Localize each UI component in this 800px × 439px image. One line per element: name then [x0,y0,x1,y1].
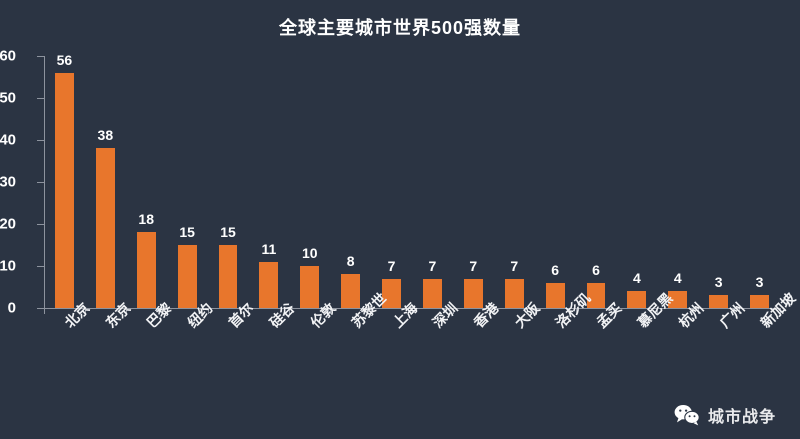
y-axis-tick-label: 20 [0,215,16,233]
bar [668,291,688,308]
bar [218,245,238,308]
bar-value-label: 4 [632,270,641,287]
x-axis-tick [84,308,86,314]
x-axis-tick [452,308,454,314]
y-axis-tick-label: 10 [0,257,16,275]
y-axis-tick-label: 60 [0,47,16,65]
x-axis-tick [248,308,250,314]
y-axis-tick-label: 40 [0,131,16,149]
x-axis-tick [534,308,536,314]
y-axis-tick [37,224,44,225]
x-axis-tick [371,308,373,314]
x-axis-tick [330,308,332,314]
bar-value-label: 38 [97,127,114,144]
y-axis-tick-label: 0 [7,299,16,317]
x-axis-tick [698,308,700,314]
bar-value-label: 6 [592,261,600,278]
bar [382,278,401,308]
y-axis-tick [37,98,44,99]
watermark: 城市战争 [674,403,776,427]
y-axis-tick-label: 30 [0,173,16,191]
bar-value-label: 3 [714,274,723,291]
bar-value-label: 56 [56,51,73,68]
x-axis-tick [575,308,577,314]
x-axis-tick [289,308,291,314]
bar [136,232,156,308]
chart-title: 全球主要城市世界500强数量 [278,18,522,38]
bar-value-label: 10 [301,245,318,261]
x-axis-tick [780,308,781,314]
bar-value-label: 7 [428,257,437,274]
bar-value-label: 18 [138,211,155,228]
bar-value-label: 6 [551,261,560,278]
bar [750,295,769,308]
x-axis-tick [166,308,168,314]
x-axis-tick [44,308,45,314]
bar [545,282,565,308]
x-axis-tick [493,308,495,314]
bar-value-label: 4 [673,270,682,287]
bar-value-label: 15 [220,224,236,240]
bar [627,291,647,308]
bar [341,274,361,308]
bar [586,282,606,308]
bar-value-label: 11 [261,240,277,257]
x-axis-tick [412,308,413,314]
bar [177,245,197,308]
bar [55,72,74,308]
y-axis-tick-label: 50 [0,89,16,107]
x-axis-tick [125,308,127,314]
y-axis-tick [37,140,44,141]
y-axis-tick [37,182,44,183]
plot-area: 0 10 20 30 40 50 60 56 38 18 15 15 11 10 8 7 7 7 7 6 6 4 4 3 3 [0,48,781,317]
x-axis-tick [616,308,618,314]
x-axis-tick [657,308,659,314]
bar-value-label: 7 [510,257,519,274]
bar [463,278,483,308]
y-axis-tick [37,266,44,267]
y-axis-line [44,56,45,308]
x-axis-tick [207,308,209,314]
wechat-icon [674,404,700,426]
bar-value-label: 8 [346,253,355,270]
bar [504,278,524,308]
bar-value-label: 3 [755,274,764,291]
x-axis-tick [739,308,741,314]
watermark-text: 城市战争 [707,409,776,426]
bar-value-label: 7 [387,257,396,274]
bar [95,148,115,308]
bar-value-label: 7 [469,257,478,274]
bar [709,295,729,308]
y-axis-tick [37,56,44,57]
bar [259,261,279,308]
bar-value-label: 15 [179,224,195,240]
bar [300,266,320,308]
bar [423,278,442,308]
y-axis-tick [37,308,44,309]
